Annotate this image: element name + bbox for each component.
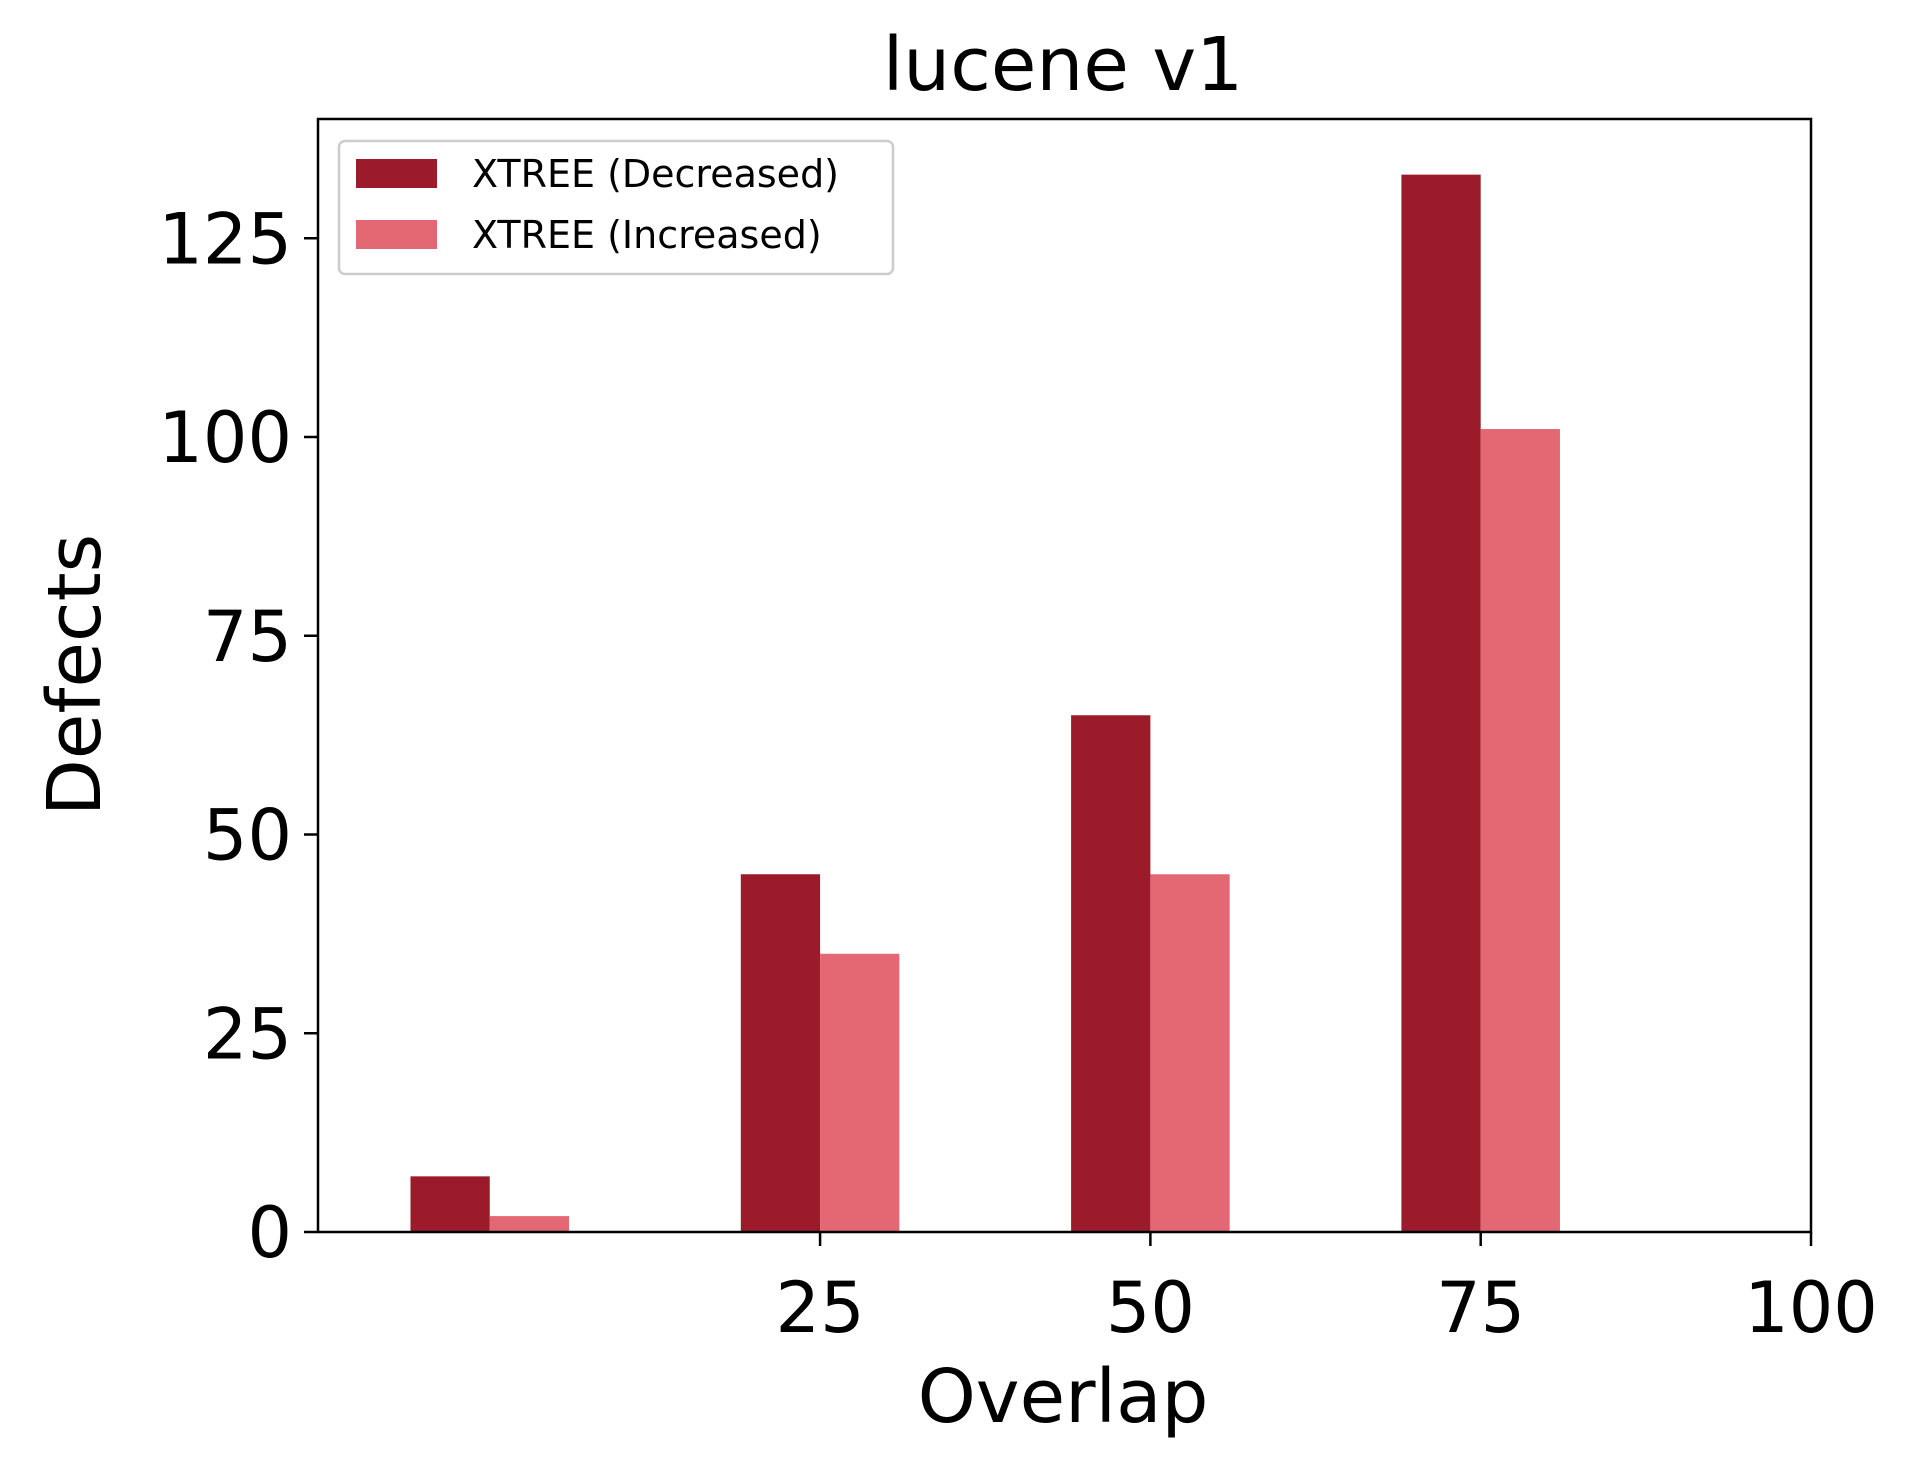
y-tick-label-75: 75 [203, 596, 292, 678]
bar-increased-50 [1150, 874, 1230, 1232]
y-tick-label-125: 125 [158, 198, 292, 280]
x-tick-label-25: 25 [776, 1267, 865, 1349]
bar-decreased-0 [410, 1176, 490, 1232]
bar-increased-75 [1480, 429, 1560, 1232]
legend-label-decreased: XTREE (Decreased) [472, 152, 839, 196]
bar-increased-25 [820, 953, 900, 1232]
y-axis-label: Defects [32, 534, 118, 816]
y-tick-label-25: 25 [203, 993, 292, 1075]
y-axis-ticks: 0 25 50 75 100 125 [158, 198, 318, 1274]
legend-label-increased: XTREE (Increased) [472, 213, 822, 257]
bar-decreased-75 [1401, 174, 1481, 1232]
legend-frame [337, 139, 895, 276]
x-tick-label-75: 75 [1436, 1267, 1525, 1349]
plot-frame [316, 117, 1813, 1234]
bar-decreased-50 [1071, 715, 1151, 1232]
x-axis-ticks: 25 50 75 100 [776, 1232, 1878, 1349]
y-tick-label-50: 50 [203, 795, 292, 877]
legend-swatch-decreased [356, 159, 437, 188]
bar-increased-0 [489, 1216, 570, 1232]
x-tick-label-100: 100 [1744, 1267, 1878, 1349]
legend-swatch-increased [356, 220, 437, 249]
bar-decreased-25 [740, 874, 821, 1232]
chart-title: lucene v1 [883, 22, 1244, 108]
x-axis-label: Overlap [918, 1354, 1209, 1440]
bars-group [410, 174, 1560, 1232]
y-tick-label-100: 100 [158, 397, 292, 479]
y-tick-label-0: 0 [247, 1192, 292, 1274]
x-tick-label-50: 50 [1106, 1267, 1195, 1349]
legend: XTREE (Decreased) XTREE (Increased) [337, 139, 895, 276]
